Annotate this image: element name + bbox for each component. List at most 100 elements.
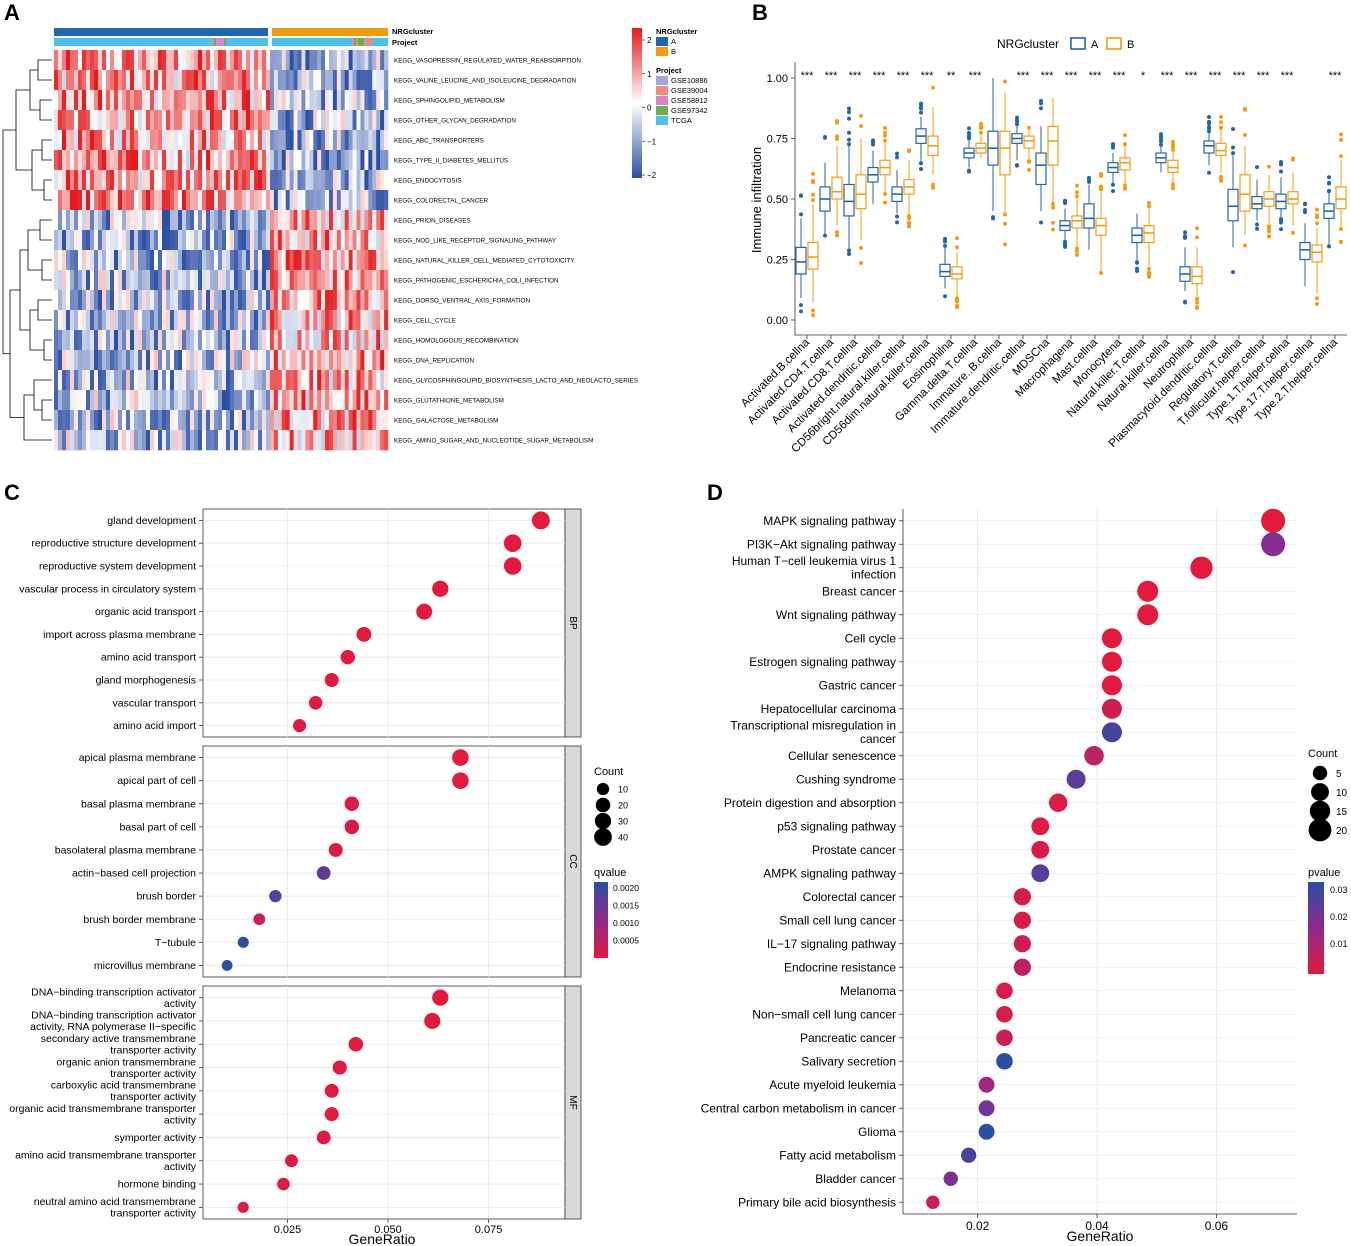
- heatmap-cell: [202, 170, 207, 191]
- kegg-dot-small-cell-lung-cancer: [1013, 911, 1032, 929]
- heatmap-cell: [114, 210, 119, 231]
- box-outlier: [1267, 234, 1271, 239]
- heatmap-cell: [352, 50, 357, 71]
- heatmap-cell: [246, 90, 251, 111]
- heatmap-cell: [277, 430, 283, 451]
- heatmap-cell: [329, 150, 334, 171]
- heatmap-cell: [106, 50, 111, 71]
- heatmap-cell: [218, 230, 223, 251]
- heatmap-cell: [289, 370, 294, 391]
- kegg-term-label-wnt-signaling-pathway: Wnt signaling pathway: [776, 608, 896, 622]
- box-immature-dendritic-cellna-b: [1023, 135, 1035, 149]
- heatmap-cell: [262, 370, 267, 391]
- box-outlier: [919, 101, 923, 106]
- heatmap-row-label-6: KEGG_TYPE_II_DIABETES_MELLITUS: [394, 158, 508, 165]
- heatmap-cell: [273, 230, 279, 251]
- heatmap-cell: [82, 170, 87, 191]
- kegg-term-label-cellular-senescence: Cellular senescence: [788, 749, 896, 763]
- box-outlier: [811, 192, 815, 197]
- heatmap-cell: [289, 130, 294, 151]
- go-term-label-apical-plasma-membrane: apical plasma membrane: [79, 752, 196, 764]
- heatmap-cell: [170, 310, 175, 331]
- heatmap-cell: [98, 190, 103, 211]
- heatmap-colorbar: [632, 28, 642, 178]
- go-dot-organic-anion-transmembrane-transporter-activity: [332, 1060, 347, 1075]
- kegg-dot-fatty-acid-metabolism: [961, 1147, 977, 1163]
- heatmap-cell: [170, 210, 175, 231]
- heatmap-cell: [329, 290, 334, 311]
- annotation-project-segment: [370, 38, 373, 46]
- heatmap-cell: [122, 190, 127, 211]
- significance-cd56dim-natural-killer-cellna: ***: [921, 70, 935, 82]
- kegg-term-label-bladder-cancer: Bladder cancer: [815, 1172, 896, 1186]
- heatmap-cell: [234, 350, 239, 371]
- go-size-legend-dot-40: [594, 828, 612, 846]
- heatmap-cell: [126, 150, 131, 171]
- heatmap-cell: [110, 110, 115, 131]
- heatmap-cell: [262, 310, 267, 331]
- heatmap-cell: [154, 310, 159, 331]
- box-regulatory-t-cellna-b: [1239, 174, 1251, 212]
- heatmap-cell: [309, 330, 314, 351]
- heatmap-cell: [202, 390, 207, 411]
- heatmap-cell: [242, 90, 247, 111]
- heatmap-cell: [126, 170, 131, 191]
- heatmap-cell: [98, 290, 103, 311]
- heatmap-cell: [238, 150, 243, 171]
- heatmap-cell: [321, 430, 326, 451]
- heatmap-cell: [82, 310, 87, 331]
- heatmap-cell: [102, 330, 107, 351]
- heatmap-cell: [352, 310, 357, 331]
- heatmap-cell: [258, 390, 263, 411]
- heatmap-cell: [126, 430, 131, 451]
- heatmap-cell: [110, 70, 115, 91]
- heatmap-row-label-4: KEGG_OTHER_GLYCAN_DEGRADATION: [394, 118, 516, 125]
- heatmap-row-label-14: KEGG_CELL_CYCLE: [394, 318, 456, 325]
- heatmap-cell: [309, 210, 314, 231]
- heatmap-cell: [376, 270, 381, 291]
- kegg-term-label-bladder-cancer-line-1: Bladder cancer: [815, 1172, 896, 1186]
- heatmap-cell: [380, 50, 385, 71]
- heatmap-cell: [254, 230, 259, 251]
- panel-label-d: D: [707, 480, 723, 505]
- heatmap-cell: [242, 250, 247, 271]
- heatmap-cell: [313, 50, 318, 71]
- heatmap-cell: [194, 410, 199, 431]
- heatmap-cell: [242, 350, 247, 371]
- kegg-dot-cellular-senescence: [1084, 745, 1104, 766]
- box-outlier: [1243, 133, 1247, 138]
- heatmap-cell: [270, 250, 275, 271]
- heatmap-cell: [86, 430, 91, 451]
- heatmap-cell: [266, 290, 271, 311]
- heatmap-cell: [146, 330, 151, 351]
- box-outlier: [1267, 164, 1271, 169]
- heatmap-cell: [285, 410, 290, 431]
- heatmap-cell: [150, 330, 155, 351]
- heatmap-cell: [230, 250, 235, 271]
- heatmap-cell: [376, 250, 381, 271]
- heatmap-cell: [210, 50, 215, 71]
- heatmap-cell: [178, 70, 183, 91]
- heatmap-cell: [250, 190, 255, 211]
- heatmap-cell: [162, 350, 167, 371]
- heatmap-cell: [293, 270, 298, 291]
- go-term-label-amino-acid-import: amino acid import: [113, 720, 196, 732]
- kegg-dot-cushing-syndrome: [1066, 769, 1086, 789]
- heatmap-cell: [281, 270, 287, 291]
- kegg-term-label-endocrine-resistance-line-1: Endocrine resistance: [784, 960, 896, 974]
- heatmap-cell: [234, 190, 239, 211]
- go-term-label-neutral-amino-acid-transmembrane-transporter-activity-line-1: neutral amino acid transmembrane: [34, 1196, 196, 1208]
- box-outlier: [907, 148, 911, 153]
- heatmap-cell: [372, 230, 377, 251]
- heatmap-cell: [70, 50, 75, 71]
- heatmap-cell: [372, 130, 377, 151]
- heatmap-cell: [54, 230, 59, 251]
- heatmap-cell: [210, 230, 215, 251]
- box-outlier: [907, 221, 911, 226]
- heatmap-cell: [368, 410, 373, 431]
- heatmap-cell: [258, 370, 263, 391]
- heatmap-cell: [344, 430, 349, 451]
- heatmap-cell: [250, 410, 255, 431]
- heatmap-cell: [202, 350, 207, 371]
- heatmap-cell: [317, 270, 322, 291]
